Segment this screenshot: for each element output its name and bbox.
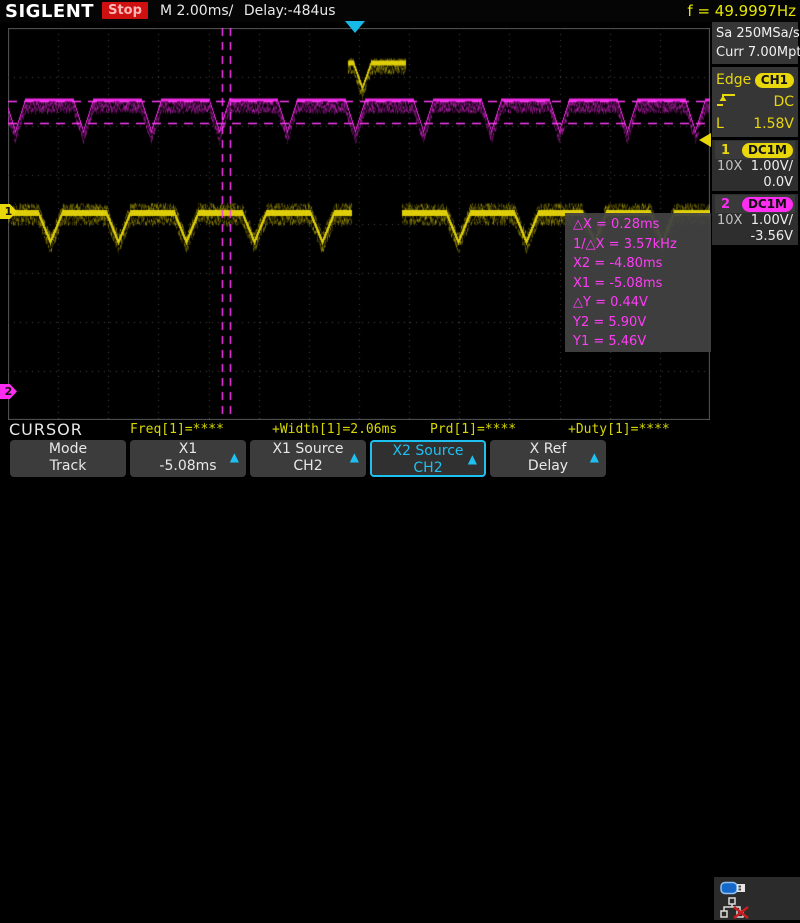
softkey-x1[interactable]: X1 -5.08ms ▲ xyxy=(130,440,246,477)
cursor-line-y1: Y1 = 5.46V xyxy=(573,334,647,349)
active-menu-label: CURSOR xyxy=(9,420,83,439)
cursor-readout-box: △X = 0.28ms 1/△X = 3.57kHz X2 = -4.80ms … xyxy=(565,213,711,352)
channel2-info-box[interactable]: 2 DC1M 10X 1.00V/ -3.56V xyxy=(712,194,798,245)
channel1-scale: 1.00V/ xyxy=(750,159,793,174)
softkey-menu: Mode Track X1 -5.08ms ▲ X1 Source CH2 ▲ … xyxy=(0,440,800,920)
trigger-coupling: DC xyxy=(773,94,794,110)
trigger-type: Edge xyxy=(716,72,752,88)
trigger-position-marker-icon[interactable] xyxy=(345,21,365,33)
up-arrow-icon: ▲ xyxy=(467,452,477,466)
cursor-line-y2: Y2 = 5.90V xyxy=(573,314,647,330)
sample-rate: Sa 250MSa/s xyxy=(716,26,800,41)
ch2-ground-marker[interactable]: 2 xyxy=(0,384,17,399)
status-bar: CURSOR Freq[1]=**** +Width[1]=2.06ms Prd… xyxy=(0,419,800,439)
memory-depth: Curr 7.00Mpts xyxy=(716,45,800,60)
up-arrow-icon: ▲ xyxy=(589,450,599,464)
softkey-x-ref[interactable]: X Ref Delay ▲ xyxy=(490,440,606,477)
channel1-coupling-badge: DC1M xyxy=(741,142,793,158)
acquisition-info-box[interactable]: Sa 250MSa/s Curr 7.00Mpts xyxy=(712,22,800,64)
brand-logo: SIGLENT xyxy=(5,1,95,22)
channel2-id: 2 xyxy=(721,196,731,212)
measurement-duty: +Duty[1]=**** xyxy=(568,422,670,437)
channel1-offset: 0.0V xyxy=(763,175,793,190)
channel2-offset: -3.56V xyxy=(750,229,793,244)
right-sidebar: Sa 250MSa/s Curr 7.00Mpts Edge CH1 DC L … xyxy=(712,22,800,248)
top-status-bar: SIGLENT Stop M 2.00ms/ Delay:-484us f = … xyxy=(0,0,800,22)
io-status-panel xyxy=(714,877,800,920)
channel1-probe: 10X xyxy=(717,159,743,174)
channel1-id: 1 xyxy=(721,142,731,158)
ch1-ground-marker[interactable]: 1 xyxy=(0,204,17,219)
delay-value: Delay:-484us xyxy=(243,3,336,19)
run-state-badge[interactable]: Stop xyxy=(102,2,148,19)
trigger-level-label: L xyxy=(716,116,724,132)
measurement-freq: Freq[1]=**** xyxy=(130,422,224,437)
rising-edge-icon xyxy=(716,92,736,112)
frequency-counter: f = 49.9997Hz xyxy=(687,2,796,20)
up-arrow-icon: ▲ xyxy=(349,450,359,464)
trigger-level-marker-icon[interactable] xyxy=(699,133,711,147)
cursor-line-inv: 1/△X = 3.57kHz xyxy=(573,236,677,252)
timebase-readout: M 2.00ms/ Delay:-484us xyxy=(160,3,342,19)
timebase-value: M 2.00ms/ xyxy=(160,3,234,19)
cursor-line-dx: △X = 0.28ms xyxy=(573,217,660,232)
channel2-scale: 1.00V/ xyxy=(750,213,793,228)
cursor-line-dy: △Y = 0.44V xyxy=(573,295,648,310)
trigger-source-badge: CH1 xyxy=(754,72,794,88)
measurement-pwidth: +Width[1]=2.06ms xyxy=(272,422,398,437)
lan-disconnected-icon xyxy=(720,897,800,923)
cursor-line-x2: X2 = -4.80ms xyxy=(573,256,663,271)
softkey-x1-source[interactable]: X1 Source CH2 ▲ xyxy=(250,440,366,477)
channel2-coupling-badge: DC1M xyxy=(741,196,793,212)
softkey-x2-source[interactable]: X2 Source CH2 ▲ xyxy=(370,440,486,477)
up-arrow-icon: ▲ xyxy=(229,450,239,464)
softkey-mode[interactable]: Mode Track xyxy=(10,440,126,477)
measurement-period: Prd[1]=**** xyxy=(430,422,517,437)
channel1-info-box[interactable]: 1 DC1M 10X 1.00V/ 0.0V xyxy=(712,140,798,191)
trigger-info-box[interactable]: Edge CH1 DC L 1.58V xyxy=(712,67,798,137)
cursor-line-x1: X1 = -5.08ms xyxy=(573,275,663,291)
trigger-level-value: 1.58V xyxy=(753,116,794,132)
channel2-probe: 10X xyxy=(717,213,743,228)
